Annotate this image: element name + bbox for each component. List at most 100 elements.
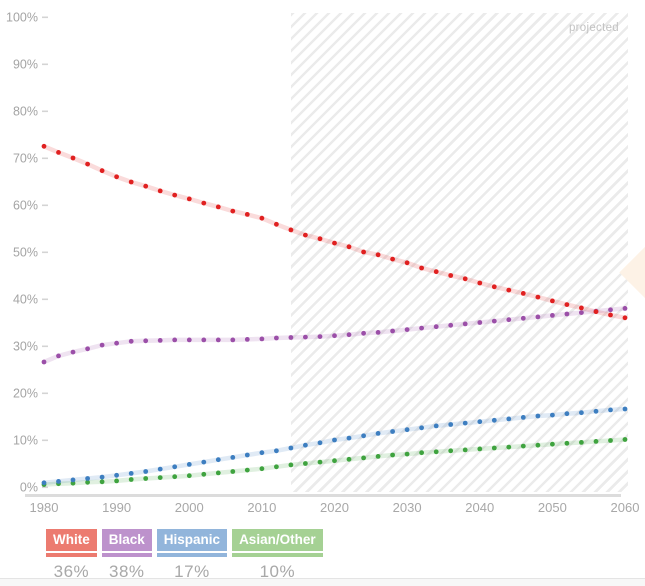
data-point-hispanic	[550, 412, 555, 418]
data-point-asian-other	[143, 476, 149, 481]
data-point-asian-other	[346, 456, 352, 462]
data-point-black	[288, 335, 294, 340]
legend-value-hispanic: 17%	[174, 562, 210, 581]
data-point-white	[41, 143, 47, 149]
data-point-hispanic	[608, 407, 613, 413]
data-point-hispanic	[56, 479, 61, 484]
data-point-white	[157, 188, 163, 194]
data-point-asian-other	[535, 442, 541, 448]
population-share-chart: 0% 10% 20% 30% 40% 50% 60% 70% 80% 90% 100% 1980 199…	[6, 11, 640, 516]
data-point-asian-other	[288, 462, 294, 468]
data-point-black	[99, 342, 105, 348]
data-point-black	[128, 338, 134, 344]
x-axis-tick-label: 2020	[320, 500, 349, 515]
data-point-hispanic	[288, 445, 294, 451]
legend-chip-white[interactable]: White	[46, 529, 97, 551]
data-point-asian-other	[448, 448, 454, 454]
x-axis-tick-label: 2010	[247, 500, 276, 515]
data-point-asian-other	[579, 440, 584, 445]
data-point-asian-other	[186, 473, 192, 479]
data-point-black	[332, 333, 337, 339]
data-point-white	[85, 161, 90, 167]
data-point-asian-other	[404, 451, 410, 457]
data-point-white	[622, 315, 628, 321]
data-point-hispanic	[99, 474, 105, 480]
series-line-white	[41, 144, 628, 321]
data-point-white	[288, 227, 294, 233]
data-point-asian-other	[201, 471, 207, 477]
data-point-asian-other	[70, 480, 76, 486]
data-point-hispanic	[186, 462, 192, 467]
data-point-asian-other	[128, 477, 134, 482]
data-point-white	[506, 287, 512, 293]
data-point-white	[361, 249, 366, 255]
y-axis-tick-mark	[42, 251, 48, 254]
data-point-hispanic	[390, 429, 395, 434]
data-point-asian-other	[375, 454, 381, 459]
data-point-hispanic	[332, 437, 337, 443]
data-point-black	[608, 307, 613, 313]
y-axis-tick-mark	[42, 157, 48, 160]
data-point-white	[390, 256, 395, 262]
data-point-black	[564, 311, 570, 317]
data-point-white	[99, 168, 105, 174]
legend-chip-black[interactable]: Black	[101, 529, 152, 551]
projected-region: projected	[291, 13, 628, 492]
data-point-hispanic	[317, 440, 323, 446]
data-point-hispanic	[70, 477, 76, 483]
data-point-hispanic	[491, 417, 497, 423]
data-point-hispanic	[419, 425, 424, 431]
y-axis-tick-label: 50%	[13, 246, 38, 260]
data-point-hispanic	[346, 435, 352, 441]
y-axis-tick-mark	[42, 439, 48, 442]
data-point-black	[303, 334, 308, 340]
data-point-asian-other	[244, 467, 250, 473]
data-point-hispanic	[143, 469, 149, 474]
data-point-white	[375, 252, 381, 258]
data-point-black	[491, 318, 497, 324]
data-point-black	[404, 327, 410, 332]
data-point-hispanic	[433, 423, 439, 429]
data-point-white	[462, 276, 468, 282]
data-point-black	[215, 337, 221, 343]
data-point-hispanic	[128, 471, 134, 476]
y-axis-tick-label: 10%	[13, 434, 38, 448]
data-point-white	[274, 221, 279, 227]
legend-chip-asian-other[interactable]: Asian/Other	[232, 529, 323, 551]
data-point-black	[550, 313, 555, 318]
data-point-black	[143, 338, 149, 344]
data-point-black	[579, 310, 584, 315]
data-point-asian-other	[477, 446, 483, 452]
y-axis-tick-mark	[42, 204, 48, 207]
y-axis-tick-label: 80%	[13, 105, 38, 119]
data-point-white	[143, 183, 149, 189]
y-axis-tick-mark	[42, 392, 48, 395]
data-point-hispanic	[114, 472, 119, 478]
data-point-hispanic	[520, 415, 526, 420]
data-point-asian-other	[215, 470, 221, 476]
data-point-asian-other	[99, 479, 105, 485]
data-point-asian-other	[608, 438, 613, 443]
data-point-black	[317, 334, 323, 339]
data-point-asian-other	[85, 479, 90, 485]
data-point-white	[564, 302, 570, 307]
data-point-asian-other	[114, 478, 119, 484]
data-point-asian-other	[491, 445, 497, 451]
data-point-hispanic	[201, 459, 207, 465]
data-point-black	[346, 332, 352, 338]
legend-value-black: 38%	[109, 562, 145, 581]
projected-label: projected	[568, 22, 619, 34]
data-point-black	[448, 322, 454, 328]
data-point-asian-other	[462, 447, 468, 453]
data-point-black	[85, 346, 90, 352]
data-point-hispanic	[404, 427, 410, 433]
data-point-hispanic	[274, 448, 279, 454]
legend-item-asian-other: Asian/Other 10%	[232, 529, 323, 582]
legend-item-white: White 36%	[46, 529, 97, 582]
data-point-black	[506, 317, 512, 323]
data-point-black	[535, 314, 541, 320]
legend-chip-hispanic[interactable]: Hispanic	[156, 529, 228, 551]
x-axis-tick-label: 2060	[611, 500, 640, 515]
x-axis-tick-label: 2030	[393, 500, 422, 515]
